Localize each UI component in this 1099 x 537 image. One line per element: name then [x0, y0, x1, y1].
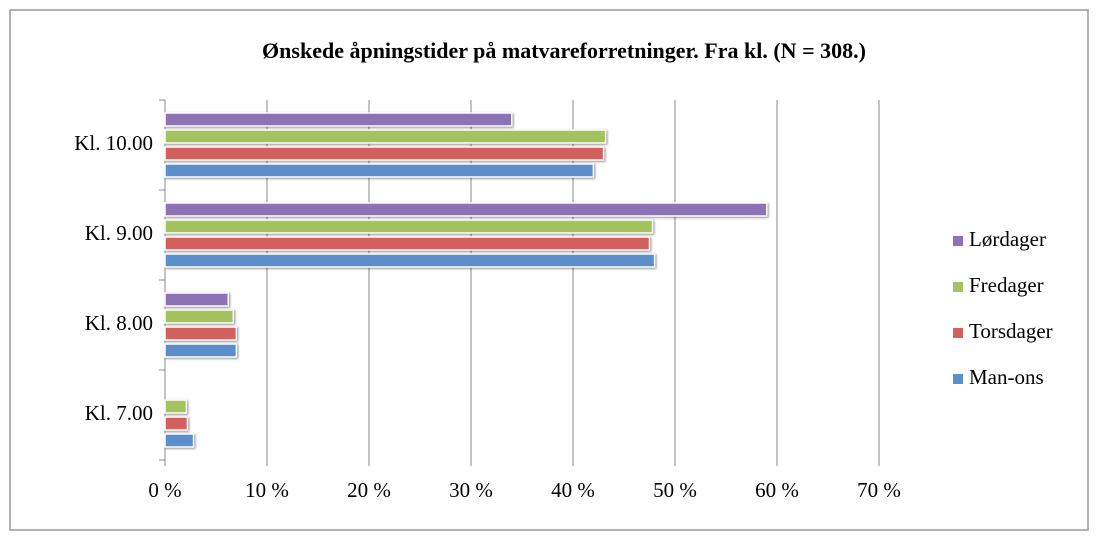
legend-swatch: [953, 282, 963, 292]
bar: [164, 129, 607, 144]
legend-label: Lørdager: [969, 227, 1046, 251]
y-tick-label: Kl. 9.00: [85, 221, 153, 245]
bar: [164, 416, 189, 431]
x-tick-label: 10 %: [245, 478, 289, 502]
bar: [164, 202, 768, 217]
bar: [164, 309, 235, 324]
legend-swatch: [953, 374, 963, 384]
x-tick-label: 70 %: [857, 478, 901, 502]
bar: [164, 433, 195, 448]
bar: [164, 219, 654, 234]
bar: [164, 253, 656, 268]
bar: [164, 236, 651, 251]
legend-label: Fredager: [969, 273, 1044, 297]
bar: [164, 343, 238, 358]
legend-swatch: [953, 236, 963, 246]
legend-swatch: [953, 328, 963, 338]
bar: [164, 292, 229, 307]
x-tick-label: 50 %: [653, 478, 697, 502]
bar: [164, 112, 513, 127]
chart-frame: [9, 9, 1089, 531]
x-tick-label: 20 %: [347, 478, 391, 502]
x-tick-label: 40 %: [551, 478, 595, 502]
chart-title: Ønskede åpningstider på matvareforretnin…: [262, 38, 866, 63]
legend-label: Torsdager: [969, 319, 1053, 343]
x-tick-label: 0 %: [148, 478, 181, 502]
legend-label: Man-ons: [969, 365, 1044, 389]
y-tick-label: Kl. 8.00: [85, 311, 153, 335]
x-tick-label: 30 %: [449, 478, 493, 502]
y-tick-label: Kl. 7.00: [85, 401, 153, 425]
bar: [164, 163, 595, 178]
bar: [164, 399, 188, 414]
bar: [164, 146, 605, 161]
x-tick-label: 60 %: [755, 478, 799, 502]
y-tick-label: Kl. 10.00: [74, 131, 153, 155]
bar: [164, 326, 238, 341]
